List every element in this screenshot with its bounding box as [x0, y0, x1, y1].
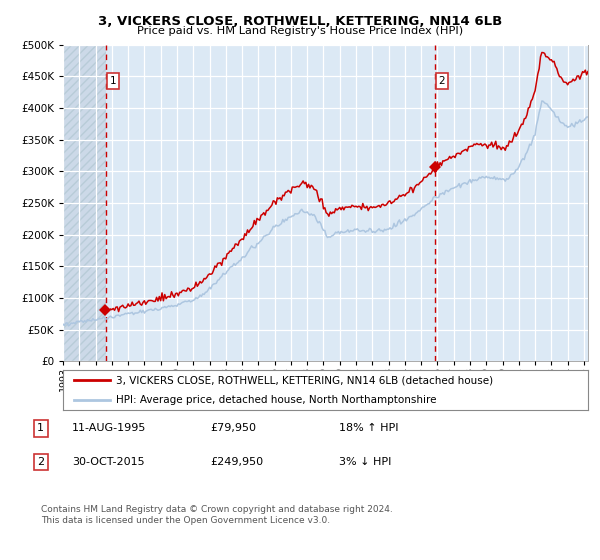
Text: 1: 1	[37, 423, 44, 433]
Text: 1: 1	[110, 76, 116, 86]
Text: £79,950: £79,950	[210, 423, 256, 433]
Text: 30-OCT-2015: 30-OCT-2015	[72, 457, 145, 467]
Text: 11-AUG-1995: 11-AUG-1995	[72, 423, 146, 433]
Text: 18% ↑ HPI: 18% ↑ HPI	[339, 423, 398, 433]
Text: 2: 2	[439, 76, 445, 86]
Text: £249,950: £249,950	[210, 457, 263, 467]
Text: 3, VICKERS CLOSE, ROTHWELL, KETTERING, NN14 6LB (detached house): 3, VICKERS CLOSE, ROTHWELL, KETTERING, N…	[115, 376, 493, 385]
Text: HPI: Average price, detached house, North Northamptonshire: HPI: Average price, detached house, Nort…	[115, 395, 436, 405]
Text: 2: 2	[37, 457, 44, 467]
Text: Price paid vs. HM Land Registry's House Price Index (HPI): Price paid vs. HM Land Registry's House …	[137, 26, 463, 36]
Text: 3% ↓ HPI: 3% ↓ HPI	[339, 457, 391, 467]
Text: Contains HM Land Registry data © Crown copyright and database right 2024.
This d: Contains HM Land Registry data © Crown c…	[41, 505, 392, 525]
Text: 3, VICKERS CLOSE, ROTHWELL, KETTERING, NN14 6LB: 3, VICKERS CLOSE, ROTHWELL, KETTERING, N…	[98, 15, 502, 27]
Bar	[63, 45, 106, 361]
